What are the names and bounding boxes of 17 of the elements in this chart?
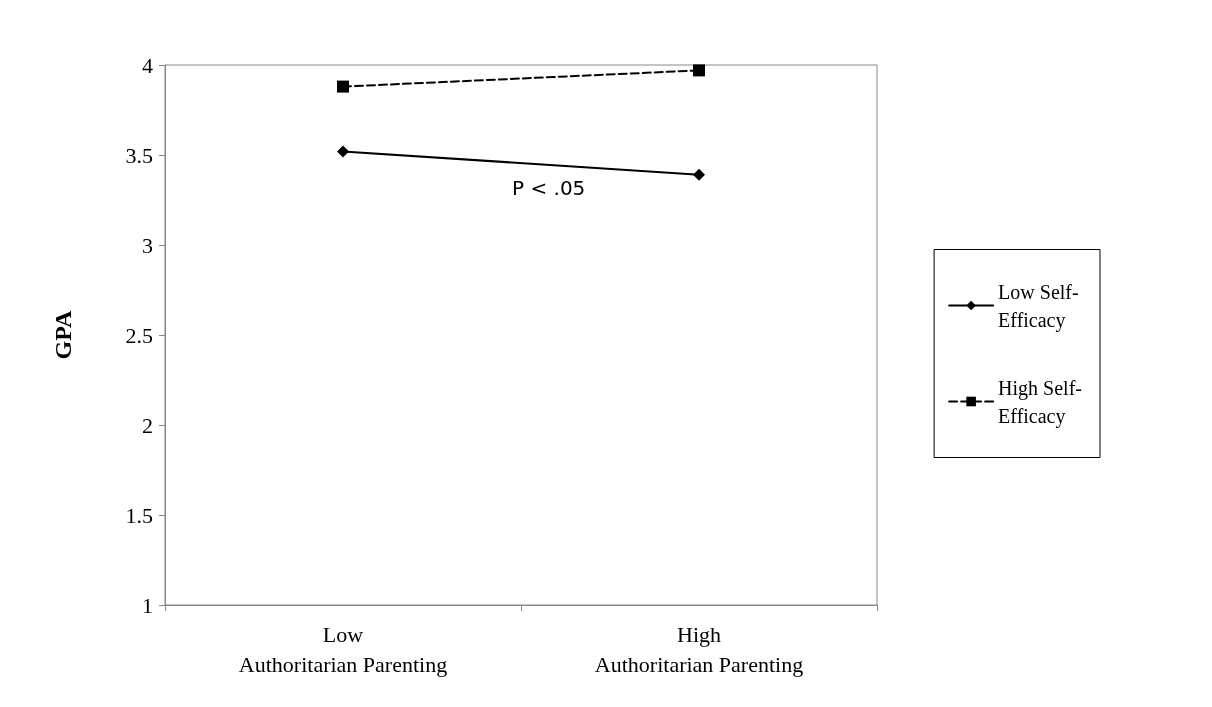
y-axis-title: GPA	[50, 309, 76, 360]
legend-label: Low Self-Efficacy	[998, 280, 1079, 332]
annotation: P < .05	[512, 176, 586, 200]
y-tick-label: 1.5	[125, 502, 153, 528]
point	[337, 145, 349, 158]
y-tick-label: 2	[142, 412, 153, 438]
y-tick-label: 2.5	[125, 322, 153, 348]
point	[693, 168, 705, 181]
y-tick-label: 3	[142, 232, 153, 258]
legend-label: High Self-Efficacy	[998, 376, 1083, 428]
y-tick-label: 3.5	[125, 142, 153, 168]
x-tick-label: Low Authoritarian Parenting	[238, 621, 448, 677]
point	[337, 80, 349, 93]
point	[693, 64, 705, 77]
x-tick-label: High Authoritarian Parenting	[594, 621, 804, 677]
y-tick-label: 1	[142, 592, 153, 618]
y-tick-label: 4	[142, 52, 153, 78]
